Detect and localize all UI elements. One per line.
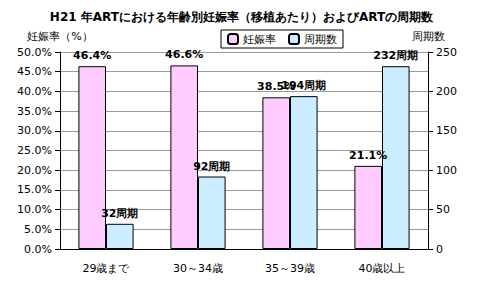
svg-text:25.0%: 25.0% <box>17 144 52 157</box>
svg-text:46.6%: 46.6% <box>165 48 203 61</box>
svg-text:40歳以上: 40歳以上 <box>359 262 406 275</box>
svg-text:46.4%: 46.4% <box>73 49 111 62</box>
svg-text:50.0%: 50.0% <box>17 46 52 59</box>
svg-text:100: 100 <box>436 164 457 177</box>
svg-text:40.0%: 40.0% <box>17 85 52 98</box>
svg-text:29歳まで: 29歳まで <box>83 262 131 275</box>
svg-text:232周期: 232周期 <box>373 49 418 62</box>
svg-text:30.0%: 30.0% <box>17 124 52 137</box>
svg-text:50: 50 <box>436 203 450 216</box>
svg-text:21.1%: 21.1% <box>349 149 387 162</box>
svg-text:周期数: 周期数 <box>412 30 445 43</box>
svg-text:15.0%: 15.0% <box>17 183 52 196</box>
svg-text:92周期: 92周期 <box>193 160 230 173</box>
svg-text:妊娠率: 妊娠率 <box>243 33 276 46</box>
svg-text:周期数: 周期数 <box>304 33 337 46</box>
svg-text:194周期: 194周期 <box>281 79 326 92</box>
svg-text:10.0%: 10.0% <box>17 203 52 216</box>
svg-text:200: 200 <box>436 85 457 98</box>
svg-text:妊娠率（%）: 妊娠率（%） <box>27 30 92 43</box>
svg-text:45.0%: 45.0% <box>17 65 52 78</box>
svg-text:250: 250 <box>436 46 457 59</box>
svg-text:35～39歳: 35～39歳 <box>265 262 315 275</box>
svg-text:0.0%: 0.0% <box>24 243 52 256</box>
svg-text:35.0%: 35.0% <box>17 105 52 118</box>
svg-text:20.0%: 20.0% <box>17 164 52 177</box>
svg-text:H21 年ARTにおける年齢別妊娠率（移植あたり）およびAR: H21 年ARTにおける年齢別妊娠率（移植あたり）およびARTの周期数 <box>50 10 434 24</box>
svg-text:32周期: 32周期 <box>101 207 138 220</box>
svg-text:30～34歳: 30～34歳 <box>173 262 223 275</box>
svg-text:150: 150 <box>436 124 457 137</box>
svg-text:5.0%: 5.0% <box>24 223 52 236</box>
svg-text:0: 0 <box>436 243 443 256</box>
svg-text:38.5%: 38.5% <box>257 80 296 94</box>
